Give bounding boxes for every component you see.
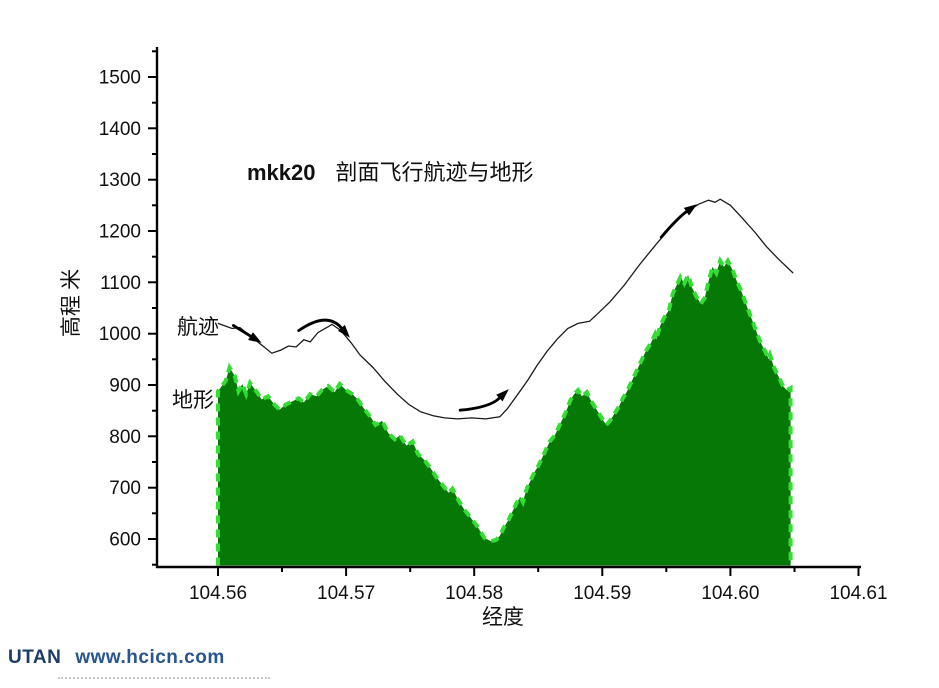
arrowhead-icon [338,324,350,338]
x-tick-label: 104.61 [829,583,887,604]
chart-title-text: 剖面飞行航迹与地形 [335,160,534,185]
x-tick-label: 104.57 [317,583,375,604]
y-tick-label: 600 [109,530,141,551]
x-axis-ticks: 104.56 104.57 104.58 104.59 104.60 104.61 [189,567,888,604]
watermark-brand: UTAN [8,647,62,668]
y-axis-ticks: 600 700 800 900 1000 1100 1200 1300 1400 1500 [99,50,157,566]
arrow-tail [232,324,252,338]
arrowhead-icon [496,389,509,402]
arrowhead-icon [683,204,698,216]
x-tick-label: 104.59 [573,583,631,604]
y-tick-label: 1000 [99,324,141,345]
y-tick-label: 1100 [100,273,141,294]
chart-title-code: mkk20 [247,160,316,185]
y-tick-label: 900 [109,376,141,397]
arrow-tail [659,210,688,239]
y-tick-label: 700 [109,478,141,499]
y-axis-title: 高程 米 [59,268,83,338]
x-tick-label: 104.60 [701,583,759,604]
trajectory-line [217,198,794,420]
y-tick-label: 1300 [99,170,141,191]
watermark-underline [58,677,270,679]
chart-title: mkk20 剖面飞行航迹与地形 [247,155,534,187]
series-label-terrain: 地形 [172,388,214,412]
arrow-tail [297,318,343,332]
axis-lines [155,47,861,569]
x-tick-label: 104.58 [445,583,503,604]
y-tick-label: 1200 [99,222,141,243]
y-tick-label: 1400 [99,119,141,140]
arrow-tail [458,396,501,412]
terrain-edge [216,256,793,566]
series-label-trajectory: 航迹 [177,315,219,339]
x-axis-title: 经度 [482,605,524,629]
trajectory-path [217,198,794,420]
arrowhead-icon [248,332,262,343]
terrain-fill [218,260,791,566]
direction-arrows [232,204,698,412]
watermark: UTAN www.hcicn.com [8,647,225,669]
y-tick-label: 800 [109,427,141,448]
watermark-url: www.hcicn.com [75,647,225,668]
axes [155,47,861,569]
terrain-area [216,256,793,566]
y-tick-label: 1500 [99,68,141,89]
x-tick-label: 104.56 [189,583,247,604]
